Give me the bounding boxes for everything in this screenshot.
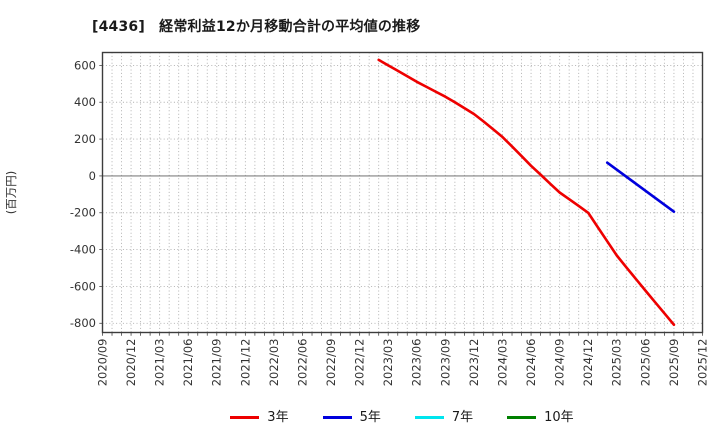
x-tick-label: 2022/12: [353, 339, 367, 387]
legend-item-5年: 5年: [322, 409, 381, 425]
x-tick-label: 2025/03: [610, 339, 624, 387]
x-tick-label: 2023/03: [381, 339, 395, 387]
y-tick-label: -600: [70, 279, 96, 293]
x-tick-label: 2022/06: [295, 339, 309, 387]
legend-swatch-icon: [507, 415, 537, 419]
series-line-3年: [377, 58, 676, 327]
x-tick-label: 2024/03: [495, 339, 509, 387]
x-tick-label: 2020/12: [124, 339, 138, 387]
plot-border: [101, 51, 704, 334]
x-tick-label: 2022/03: [267, 339, 281, 387]
x-tick-label: 2020/09: [95, 339, 109, 387]
y-axis-label: (百万円): [4, 171, 18, 214]
legend-swatch-icon: [230, 415, 260, 419]
x-tick-label: 2021/12: [238, 339, 252, 387]
legend-item-7年: 7年: [414, 409, 474, 425]
x-tick-label: 2022/09: [324, 339, 338, 387]
y-tick-label: -800: [70, 316, 96, 330]
chart-title: [4436] 経常利益12か月移動合計の平均値の推移: [92, 19, 421, 35]
y-tick-label: 600: [74, 58, 96, 72]
legend-label: 3年: [267, 409, 289, 425]
x-tick-label: 2024/09: [553, 339, 567, 387]
legend-item-3年: 3年: [230, 409, 289, 425]
x-tick-label: 2024/12: [581, 339, 595, 387]
y-tick-label: -400: [70, 243, 96, 257]
y-tick-label: -200: [70, 206, 96, 220]
x-tick-label: 2021/06: [181, 339, 195, 387]
chart-legend: 3年 5年 7年 10年: [102, 404, 702, 430]
x-tick-label: 2025/06: [638, 339, 652, 387]
legend-label: 10年: [544, 409, 574, 425]
legend-item-10年: 10年: [507, 411, 574, 424]
x-tick-label: 2021/09: [210, 339, 224, 387]
x-tick-label: 2023/06: [410, 339, 424, 387]
y-tick-label: 0: [89, 169, 96, 183]
x-tick-label: 2024/06: [524, 339, 538, 387]
x-tick-label: 2023/12: [467, 338, 481, 386]
x-tick-label: 2025/12: [695, 339, 709, 387]
legend-label: 7年: [451, 409, 474, 425]
x-tick-label: 2021/03: [153, 339, 167, 387]
legend-swatch-icon: [414, 415, 444, 419]
y-tick-label: 200: [74, 132, 96, 146]
legend-label: 5年: [359, 409, 381, 425]
x-tick-label: 2025/09: [667, 339, 681, 387]
series-line-5年: [605, 161, 676, 213]
legend-swatch-icon: [322, 415, 352, 419]
x-tick-label: 2023/09: [438, 339, 452, 387]
y-tick-label: 400: [74, 95, 96, 109]
